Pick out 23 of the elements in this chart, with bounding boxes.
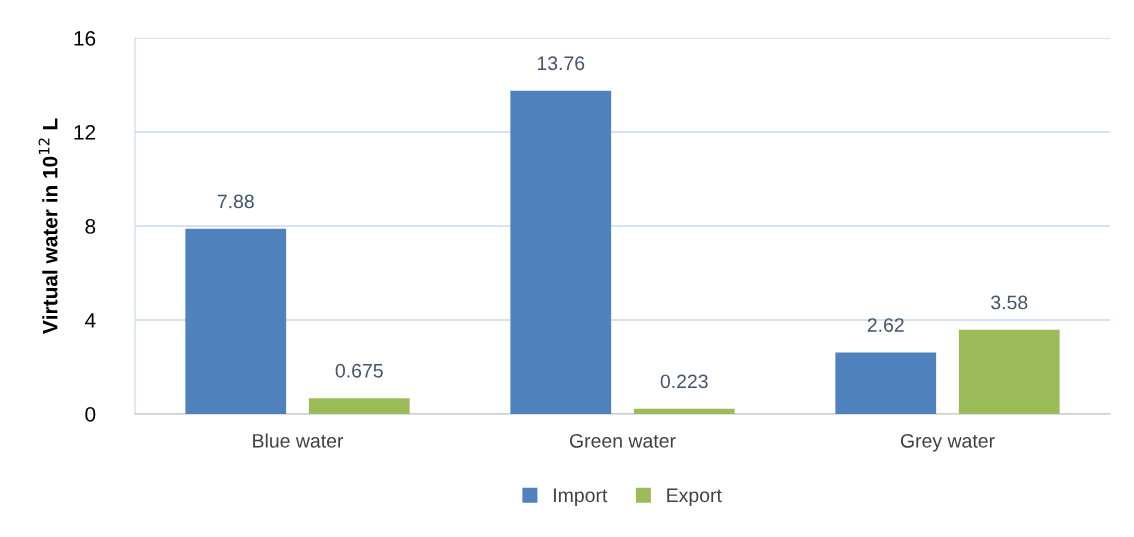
data-label: 2.62 xyxy=(867,318,904,332)
y-tick-label: 16 xyxy=(74,31,96,46)
y-tick-label: 0 xyxy=(85,407,96,422)
bar xyxy=(185,228,287,414)
x-tick-label: Grey water xyxy=(900,433,995,452)
y-tick-label: 4 xyxy=(85,313,96,328)
bar xyxy=(835,352,937,414)
data-label: 13.76 xyxy=(537,56,585,71)
x-tick-label: Blue water xyxy=(253,433,344,448)
data-label: 0.223 xyxy=(660,374,708,389)
bar xyxy=(633,408,735,414)
bar xyxy=(958,329,1060,414)
y-tick-label: 8 xyxy=(85,219,96,234)
bar xyxy=(308,398,410,414)
y-tick-label: 12 xyxy=(74,125,96,140)
y-axis-title: Virtual water in 10$^{12}$ L xyxy=(38,118,58,334)
data-label: 7.88 xyxy=(217,194,254,209)
data-label: 3.58 xyxy=(991,295,1028,310)
legend-label: Export xyxy=(667,488,722,507)
legend-label: Import xyxy=(554,488,608,507)
bar xyxy=(510,90,612,414)
x-tick-label: Green water xyxy=(569,433,676,448)
data-label: 0.675 xyxy=(335,363,383,378)
